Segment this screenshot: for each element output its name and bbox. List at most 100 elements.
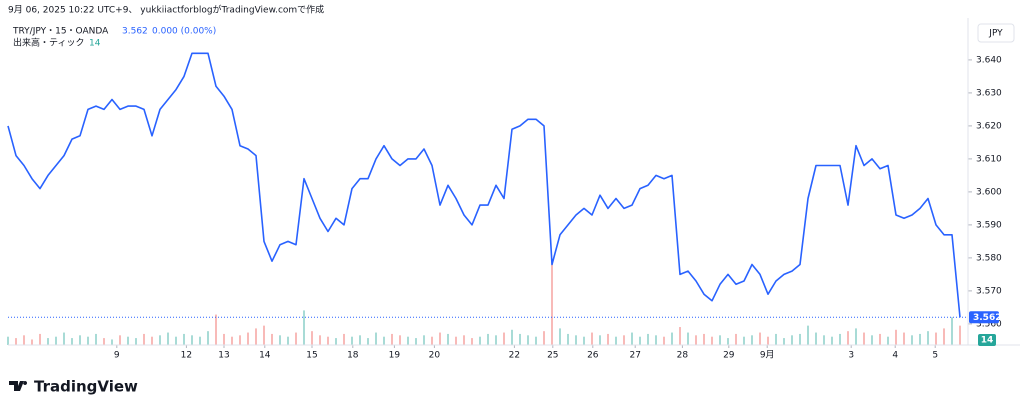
- volume-bar: [407, 336, 409, 345]
- volume-bar: [719, 335, 721, 345]
- x-tick-label: 14: [259, 351, 271, 361]
- volume-bar: [15, 338, 17, 345]
- volume-bar: [239, 335, 241, 345]
- logo-icon: [9, 381, 28, 391]
- volume-bar: [431, 336, 433, 345]
- volume-bar: [479, 336, 481, 345]
- volume-bar: [863, 332, 865, 345]
- price-change: 0.000 (0.00%): [152, 27, 216, 37]
- x-tick-label: 19: [389, 351, 401, 361]
- volume-bar: [551, 262, 553, 345]
- volume-bar: [63, 332, 65, 345]
- volume-bar: [903, 332, 905, 345]
- volume-tag-label: 14: [981, 336, 994, 346]
- volume-bar: [543, 331, 545, 345]
- volume-bar: [47, 338, 49, 345]
- volume-bar: [95, 333, 97, 345]
- volume-legend: 出来高・ティック: [13, 37, 84, 49]
- x-tick-label: 9: [114, 351, 120, 361]
- last-price-tag: [969, 311, 999, 324]
- volume-bar: [783, 338, 785, 345]
- volume-bar: [287, 336, 289, 345]
- x-tick-label: 28: [677, 351, 689, 361]
- volume-bar: [527, 335, 529, 345]
- volume-bar: [415, 338, 417, 345]
- volume-bar: [671, 332, 673, 345]
- volume-bar: [655, 335, 657, 345]
- volume-bar: [127, 336, 129, 345]
- volume-bar: [463, 335, 465, 345]
- volume-bar: [647, 333, 649, 345]
- volume-bar: [135, 338, 137, 345]
- logo: TradingView: [9, 378, 138, 396]
- y-tick-label: 3.630: [976, 88, 1002, 98]
- currency[interactable]: JPY: [988, 29, 1003, 39]
- volume-bar: [823, 335, 825, 345]
- volume-bar: [399, 335, 401, 345]
- x-tick-label: 18: [347, 351, 359, 361]
- volume-bar: [383, 336, 385, 345]
- volume-bar: [367, 338, 369, 345]
- volume-bar: [503, 332, 505, 345]
- volume-bar: [223, 333, 225, 345]
- volume-bar: [247, 332, 249, 345]
- currency-button[interactable]: [977, 23, 1015, 43]
- volume-bar: [375, 332, 377, 345]
- x-tick-label: 9月: [760, 350, 775, 361]
- volume-bar: [447, 333, 449, 345]
- volume-bar: [591, 332, 593, 345]
- volume-bar: [439, 332, 441, 345]
- volume-bar: [151, 336, 153, 345]
- volume-bar: [855, 328, 857, 345]
- volume-bar: [303, 310, 305, 345]
- price-line: [7, 52, 961, 318]
- x-tick-label: 20: [429, 351, 441, 361]
- volume-bar: [295, 332, 297, 345]
- x-tick-label: 26: [587, 351, 599, 361]
- volume-bar: [695, 335, 697, 345]
- brand: TradingView: [34, 378, 138, 396]
- volume-bar: [279, 335, 281, 345]
- y-tick-label: 3.640: [976, 55, 1002, 65]
- y-tick-label: 3.580: [976, 253, 1002, 263]
- y-tick-label: 3.560: [976, 319, 1002, 329]
- volume-bar: [71, 338, 73, 345]
- y-tick-label: 3.620: [976, 121, 1002, 131]
- last-price-label: 3.562: [973, 313, 1001, 323]
- volume-bar: [255, 328, 257, 345]
- volume-bar: [743, 336, 745, 345]
- volume-value: 14: [89, 39, 101, 49]
- volume-bar: [207, 331, 209, 345]
- x-tick-label: 29: [723, 351, 735, 361]
- volume-bar: [319, 335, 321, 345]
- volume-bar: [263, 325, 265, 345]
- volume-bar: [471, 338, 473, 345]
- volume-bar: [679, 327, 681, 345]
- x-tick-label: 13: [218, 351, 229, 361]
- volume-bar: [119, 335, 121, 345]
- volume-bar: [815, 332, 817, 345]
- x-tick-label: 15: [306, 351, 317, 361]
- volume-bar: [351, 336, 353, 345]
- volume-bar: [927, 331, 929, 345]
- plot: 3.640 3.630 3.620 3.610 3.600 3.590 3.580 3.570…: [7, 52, 1002, 361]
- chart-title: 9月 06, 2025 10:22 UTC+9、 yukkiiactforblo…: [8, 4, 324, 16]
- volume-bar: [943, 328, 945, 345]
- y-tick-label: 3.600: [976, 187, 1002, 197]
- volume-bar: [311, 331, 313, 345]
- volume-bar: [487, 333, 489, 345]
- volume-bar: [23, 335, 25, 345]
- volume-bar: [935, 332, 937, 345]
- volume-bar: [951, 317, 953, 345]
- volume-bar: [343, 333, 345, 345]
- volume-bar: [143, 333, 145, 345]
- volume-bar: [87, 336, 89, 345]
- volume-bar: [423, 335, 425, 345]
- volume-bar: [215, 314, 217, 345]
- volume-bar: [455, 336, 457, 345]
- volume-bar: [687, 332, 689, 345]
- volume-bar: [559, 328, 561, 345]
- volume-bar: [79, 335, 81, 345]
- volume-bar: [623, 335, 625, 345]
